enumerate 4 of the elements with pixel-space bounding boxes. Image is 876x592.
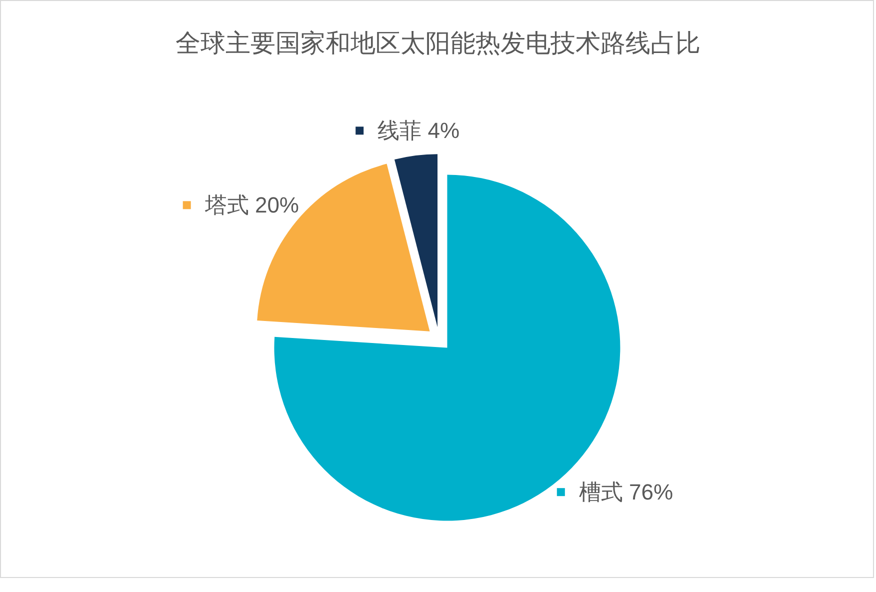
legend-label: 槽式 76% (578, 480, 674, 505)
legend-label: 线菲 4% (378, 118, 460, 144)
chart-title: 全球主要国家和地区太阳能热发电技术路线占比 (176, 30, 700, 58)
legend-label: 塔式 20% (204, 192, 300, 218)
